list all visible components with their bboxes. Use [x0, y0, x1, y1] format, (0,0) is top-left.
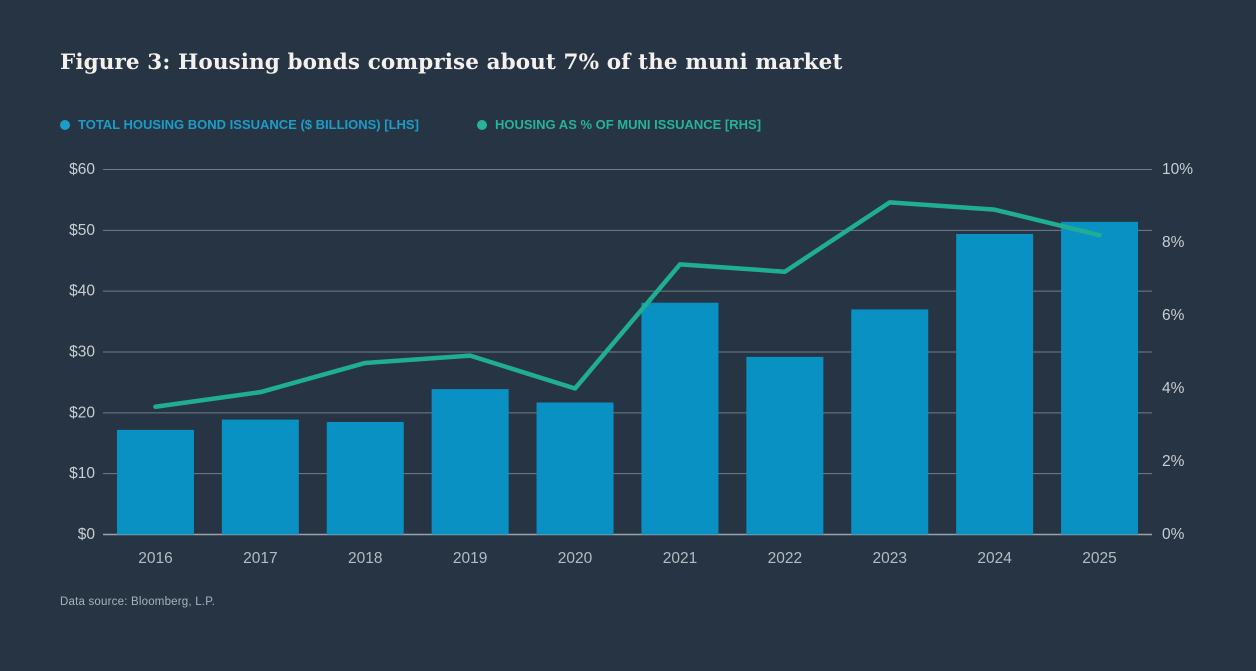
right-axis-tick-label: 4% — [1162, 380, 1185, 397]
bar-2022 — [746, 356, 824, 535]
left-axis-tick-label: $10 — [69, 465, 95, 482]
x-axis-year-label: 2024 — [977, 550, 1012, 567]
legend-label-line: HOUSING AS % OF MUNI ISSUANCE [RHS] — [495, 117, 762, 132]
legend-item-line: HOUSING AS % OF MUNI ISSUANCE [RHS] — [477, 117, 761, 132]
bar-2019 — [431, 389, 509, 535]
x-axis-year-label: 2021 — [663, 550, 697, 567]
bar-2024 — [956, 233, 1034, 535]
pct-line-series — [153, 200, 1102, 409]
left-axis-tick-label: $30 — [69, 344, 95, 361]
left-axis-tick-label: $20 — [69, 404, 95, 421]
x-axis-year-label: 2017 — [243, 550, 277, 567]
x-axis-year-label: 2019 — [453, 550, 487, 567]
legend-item-bars: TOTAL HOUSING BOND ISSUANCE ($ BILLIONS)… — [60, 117, 419, 132]
left-axis-tick-label: $60 — [69, 161, 95, 178]
right-axis-tick-label: 8% — [1162, 234, 1185, 251]
right-axis-tick-label: 10% — [1162, 161, 1193, 178]
bar-2025 — [1061, 221, 1139, 535]
bar-2017 — [221, 419, 299, 535]
x-axis-year-label: 2018 — [348, 550, 382, 567]
bar-2020 — [536, 402, 614, 535]
bar-2016 — [116, 429, 194, 535]
legend-dot-bars-icon — [60, 119, 70, 130]
x-axis-year-label: 2016 — [138, 550, 172, 567]
legend-label-bars: TOTAL HOUSING BOND ISSUANCE ($ BILLIONS)… — [78, 117, 419, 132]
x-axis-year-label: 2020 — [558, 550, 593, 567]
right-axis-tick-label: 2% — [1162, 453, 1185, 470]
x-axis-year-label: 2025 — [1082, 550, 1116, 567]
left-axis-tick-label: $50 — [69, 222, 95, 239]
legend-dot-line-icon — [477, 119, 487, 130]
right-axis-tick-label: 6% — [1162, 307, 1185, 324]
x-axis-year-label: 2023 — [873, 550, 907, 567]
left-axis-tick-label: $40 — [69, 283, 95, 300]
bar-2021 — [641, 302, 719, 535]
source-note: Data source: Bloomberg, L.P. — [60, 596, 215, 608]
left-axis-tick-label: $0 — [78, 526, 96, 543]
bar-2018 — [326, 421, 404, 535]
bar-2023 — [851, 309, 929, 535]
figure-title: Figure 3: Housing bonds comprise about 7… — [60, 50, 843, 75]
right-axis-tick-label: 0% — [1162, 526, 1185, 543]
x-axis-year-label: 2022 — [768, 550, 802, 567]
